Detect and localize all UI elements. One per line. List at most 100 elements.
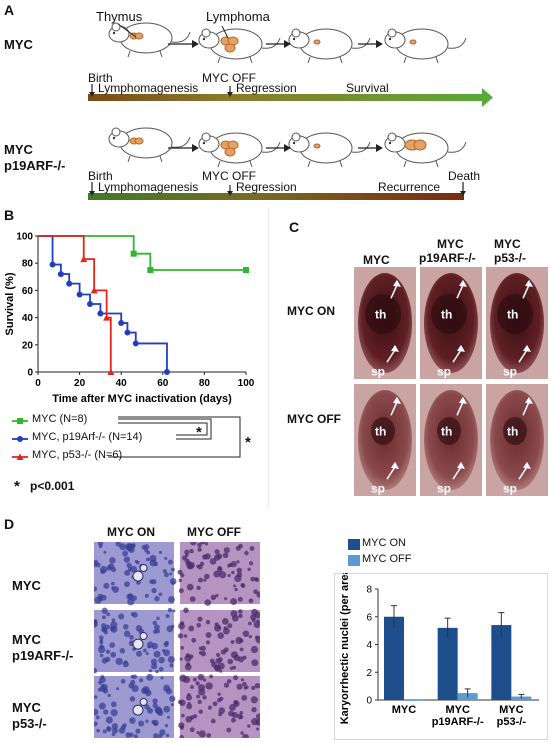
- cell-nucleus: [195, 681, 200, 686]
- histology-image: [178, 673, 260, 738]
- cell-nucleus: [220, 649, 227, 655]
- cell-nucleus: [106, 612, 111, 617]
- cell-nucleus: [229, 704, 236, 711]
- cell-nucleus: [189, 715, 195, 720]
- cell-nucleus: [230, 610, 238, 618]
- cell-nucleus: [219, 669, 223, 673]
- cell-nucleus: [178, 588, 184, 594]
- cell-nucleus: [200, 542, 206, 545]
- cell-nucleus: [95, 562, 101, 568]
- cell-nucleus: [241, 694, 248, 701]
- cell-nucleus: [146, 673, 154, 681]
- cell-nucleus: [120, 678, 126, 684]
- cell-nucleus: [142, 686, 150, 694]
- arrow-icon: [457, 344, 465, 352]
- bar-legend-myc-on: MYC ON: [362, 537, 406, 549]
- cell-nucleus: [168, 596, 175, 603]
- cell-nucleus: [110, 701, 117, 708]
- bar: [404, 700, 424, 701]
- cell-nucleus: [244, 550, 249, 556]
- cell-nucleus: [238, 609, 243, 614]
- cell-nucleus: [218, 707, 226, 714]
- cell-nucleus: [165, 733, 170, 738]
- c-col-label-p19-line2: p19ARF-/-: [419, 251, 476, 265]
- cell-nucleus: [111, 618, 116, 623]
- cell-nucleus: [130, 565, 138, 573]
- histology-image: [94, 673, 176, 738]
- arrow-icon: [523, 344, 531, 352]
- cell-nucleus: [183, 607, 189, 614]
- arrow-icon: [525, 279, 533, 287]
- cell-nucleus: [112, 586, 120, 593]
- cell-nucleus: [231, 711, 238, 718]
- series-line: [38, 235, 168, 372]
- timeline1-lymphomagenesis: Lymphomagenesis: [98, 81, 199, 95]
- cell-nucleus: [111, 727, 119, 734]
- cell-nucleus: [115, 542, 122, 547]
- arrow-icon: [525, 396, 533, 404]
- d-row-label-myc: MYC: [12, 578, 41, 593]
- c-col-label-p19: MYC: [437, 237, 464, 251]
- cell-nucleus: [186, 583, 194, 591]
- cell-nucleus: [111, 723, 119, 730]
- cell-nucleus: [251, 706, 257, 713]
- cell-nucleus: [145, 719, 149, 724]
- cell-nucleus: [196, 731, 200, 735]
- arrow-icon: [456, 284, 464, 299]
- data-point: [49, 261, 56, 268]
- cell-nucleus: [158, 666, 164, 672]
- cell-nucleus: [190, 685, 194, 689]
- cell-nucleus: [248, 621, 252, 626]
- timeline2-death: Death: [448, 169, 481, 183]
- dissection-photo: th sp: [486, 384, 548, 496]
- y-tick-label: 8: [366, 585, 372, 596]
- cell-nucleus: [164, 572, 169, 578]
- cell-nucleus: [236, 572, 243, 578]
- cell-nucleus: [238, 613, 243, 619]
- cell-nucleus: [159, 729, 166, 736]
- cell-nucleus: [96, 728, 100, 733]
- arrow-icon: [393, 279, 401, 287]
- cell-nucleus: [230, 598, 238, 605]
- cell-nucleus: [101, 607, 108, 614]
- d-col-label-myc-on: MYC ON: [107, 525, 155, 539]
- cell-nucleus: [230, 561, 237, 568]
- y-axis-label: Karyorrhectic nuclei (per area): [339, 573, 351, 724]
- cell-nucleus: [129, 696, 136, 702]
- cell-nucleus: [103, 709, 109, 715]
- cell-nucleus: [98, 702, 106, 710]
- cell-nucleus: [110, 709, 118, 717]
- d-col-label-myc-off: MYC OFF: [187, 525, 241, 539]
- cell-nucleus: [151, 663, 158, 670]
- significance-star-note: *: [14, 478, 20, 495]
- cell-nucleus: [223, 626, 228, 630]
- data-point: [76, 291, 83, 298]
- cell-nucleus: [94, 620, 98, 628]
- x-tick-label: 80: [199, 378, 211, 389]
- cell-nucleus: [115, 657, 123, 666]
- cell-nucleus: [119, 648, 126, 654]
- thymus-region: [365, 294, 401, 335]
- cell-nucleus: [230, 717, 236, 723]
- cell-nucleus: [165, 614, 170, 618]
- apoptotic-body: [132, 704, 144, 716]
- cell-nucleus: [145, 557, 150, 562]
- cell-nucleus: [181, 555, 188, 561]
- arrow-icon: [390, 401, 398, 416]
- cell-nucleus: [116, 687, 120, 691]
- arrow-icon: [523, 461, 531, 469]
- cell-nucleus: [143, 648, 147, 653]
- cell-nucleus: [126, 593, 133, 600]
- cell-nucleus: [108, 563, 115, 570]
- cell-nucleus: [187, 560, 191, 565]
- timeline1-birth: Birth: [88, 71, 113, 85]
- cell-nucleus: [167, 607, 173, 613]
- cell-nucleus: [236, 683, 243, 690]
- cell-nucleus: [149, 559, 157, 567]
- legend-p53: MYC, p53-/- (N=6): [32, 449, 123, 461]
- cell-nucleus: [235, 636, 243, 645]
- cell-nucleus: [204, 542, 209, 546]
- cell-nucleus: [105, 649, 111, 654]
- cell-nucleus: [251, 608, 258, 616]
- dissection-photo: th sp: [354, 384, 416, 496]
